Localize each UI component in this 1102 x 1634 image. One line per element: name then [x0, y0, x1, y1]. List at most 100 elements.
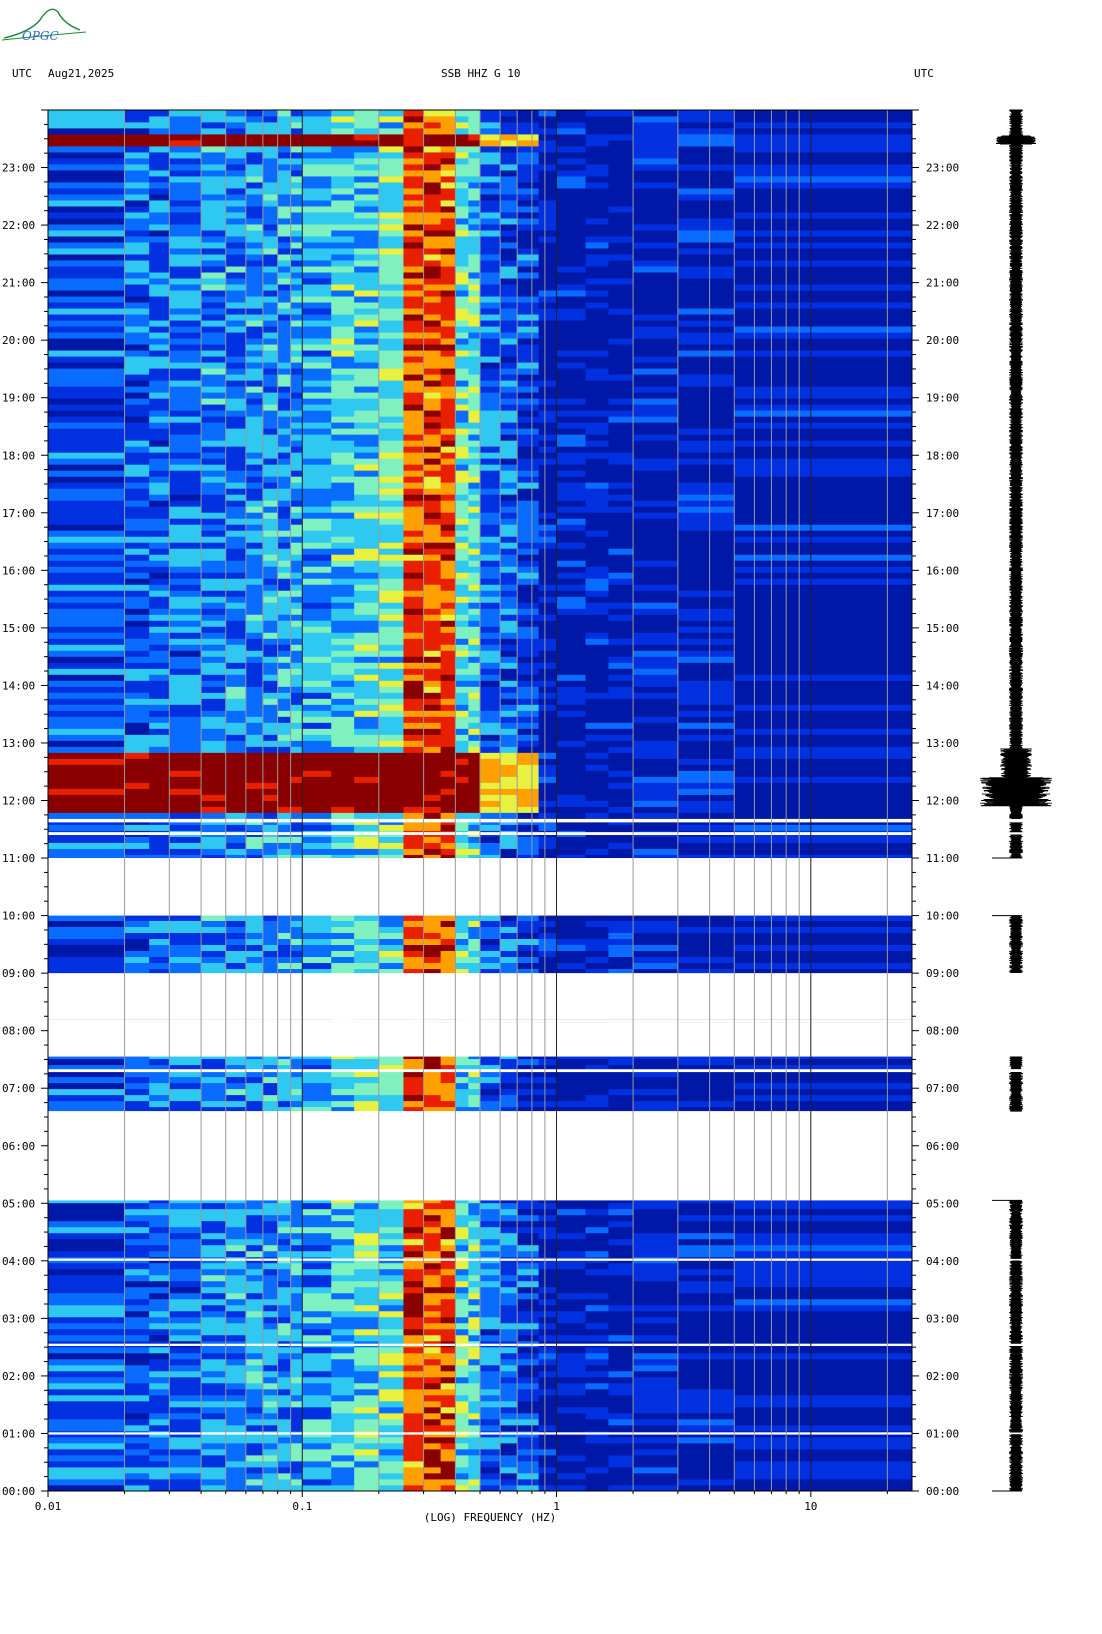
heatmap-cell [262, 716, 279, 723]
heatmap-cell [245, 758, 264, 765]
heatmap-cell [517, 728, 539, 735]
heatmap-cell [538, 518, 557, 525]
heatmap-cell [378, 1346, 404, 1354]
heatmap-cell [262, 776, 279, 783]
heatmap-cell [262, 1094, 279, 1102]
heatmap-cell [468, 794, 481, 801]
heatmap-cell [201, 956, 227, 964]
heatmap-cell [354, 1466, 380, 1474]
heatmap-cell [403, 566, 424, 573]
heatmap-cell [354, 764, 380, 771]
heatmap-cell [124, 1370, 150, 1378]
heatmap-cell [480, 662, 501, 669]
heatmap-cell [468, 662, 481, 669]
heatmap-cell [480, 1082, 501, 1090]
heatmap-cell [500, 1472, 518, 1480]
heatmap-cell [500, 1412, 518, 1420]
heatmap-cell [149, 728, 170, 735]
heatmap-cell [455, 674, 469, 681]
heatmap-cell [331, 638, 355, 645]
heatmap-cell [608, 1478, 634, 1486]
heatmap-cell [556, 1274, 586, 1282]
heatmap-cell [277, 722, 292, 729]
heatmap-cell [245, 686, 264, 693]
heatmap-cell [633, 536, 679, 543]
heatmap-cell [500, 854, 518, 861]
heatmap-cell [480, 1485, 501, 1492]
heatmap-cell [633, 1328, 679, 1336]
heatmap-cell [331, 1310, 355, 1318]
heatmap-cell [277, 1388, 292, 1396]
heatmap-cell [423, 932, 442, 939]
heatmap-cell [677, 1208, 735, 1216]
heatmap-cell [201, 614, 227, 621]
heatmap-cell [556, 506, 586, 513]
heatmap-cell [354, 596, 380, 603]
heatmap-cell [302, 674, 332, 681]
heatmap-cell [633, 968, 679, 976]
heatmap-cell [455, 1106, 469, 1114]
heatmap-cell [538, 764, 557, 771]
heatmap-cell [331, 746, 355, 753]
heatmap-cell [556, 1352, 586, 1360]
heatmap-cell [403, 1358, 424, 1366]
heatmap-cell [677, 692, 735, 699]
heatmap-cell [149, 764, 170, 771]
heatmap-cell [480, 746, 501, 753]
heatmap-cell [124, 1466, 150, 1474]
heatmap-cell [354, 1232, 380, 1240]
heatmap-cell [331, 494, 355, 501]
heatmap-cell [245, 560, 264, 567]
heatmap-cell [423, 1298, 442, 1306]
heatmap-cell [556, 512, 586, 519]
heatmap-cell [440, 1202, 456, 1210]
heatmap-cell [500, 926, 518, 933]
heatmap-cell [556, 1388, 586, 1396]
heatmap-cell [378, 1370, 404, 1378]
heatmap-cell [608, 1082, 634, 1090]
heatmap-cell [354, 1310, 380, 1318]
heatmap-cell [556, 1244, 586, 1252]
heatmap-cell [468, 1370, 481, 1378]
heatmap-cell [585, 800, 609, 807]
heatmap-cell [290, 680, 303, 687]
heatmap-cell [277, 926, 292, 933]
heatmap-cell [585, 1268, 609, 1276]
heatmap-cell [480, 572, 501, 579]
heatmap-cell [225, 1244, 247, 1252]
heatmap-cell [169, 1418, 202, 1426]
heatmap-cell [331, 1220, 355, 1228]
heatmap-cell [225, 1485, 247, 1492]
heatmap-cell [149, 770, 170, 777]
heatmap-cell [354, 1058, 380, 1066]
heatmap-cell [608, 1436, 634, 1444]
heatmap-cell [225, 1448, 247, 1456]
heatmap-cell [124, 1268, 150, 1276]
heatmap-cell [538, 1058, 557, 1066]
heatmap-cell [290, 962, 303, 970]
heatmap-cell [633, 1202, 679, 1210]
heatmap-cell [455, 956, 469, 964]
heatmap-cell [169, 842, 202, 849]
heatmap-cell [608, 788, 634, 795]
heatmap-cell [262, 506, 279, 513]
heatmap-cell [500, 1310, 518, 1318]
heatmap-cell [538, 800, 557, 807]
heatmap-cell [124, 662, 150, 669]
heatmap-cell [331, 566, 355, 573]
heatmap-cell [262, 920, 279, 927]
heatmap-cell [517, 968, 539, 976]
heatmap-cell [468, 1292, 481, 1300]
heatmap-cell [468, 950, 481, 958]
heatmap-cell [423, 842, 442, 849]
heatmap-cell [677, 542, 735, 549]
heatmap-cell [149, 1346, 170, 1354]
heatmap-cell [201, 1238, 227, 1246]
heatmap-cell [677, 1268, 735, 1276]
heatmap-cell [423, 566, 442, 573]
heatmap-cell [225, 1262, 247, 1270]
heatmap-cell [277, 692, 292, 699]
heatmap-cell [48, 476, 125, 483]
heatmap-cell [331, 470, 355, 477]
heatmap-cell [423, 1244, 442, 1252]
